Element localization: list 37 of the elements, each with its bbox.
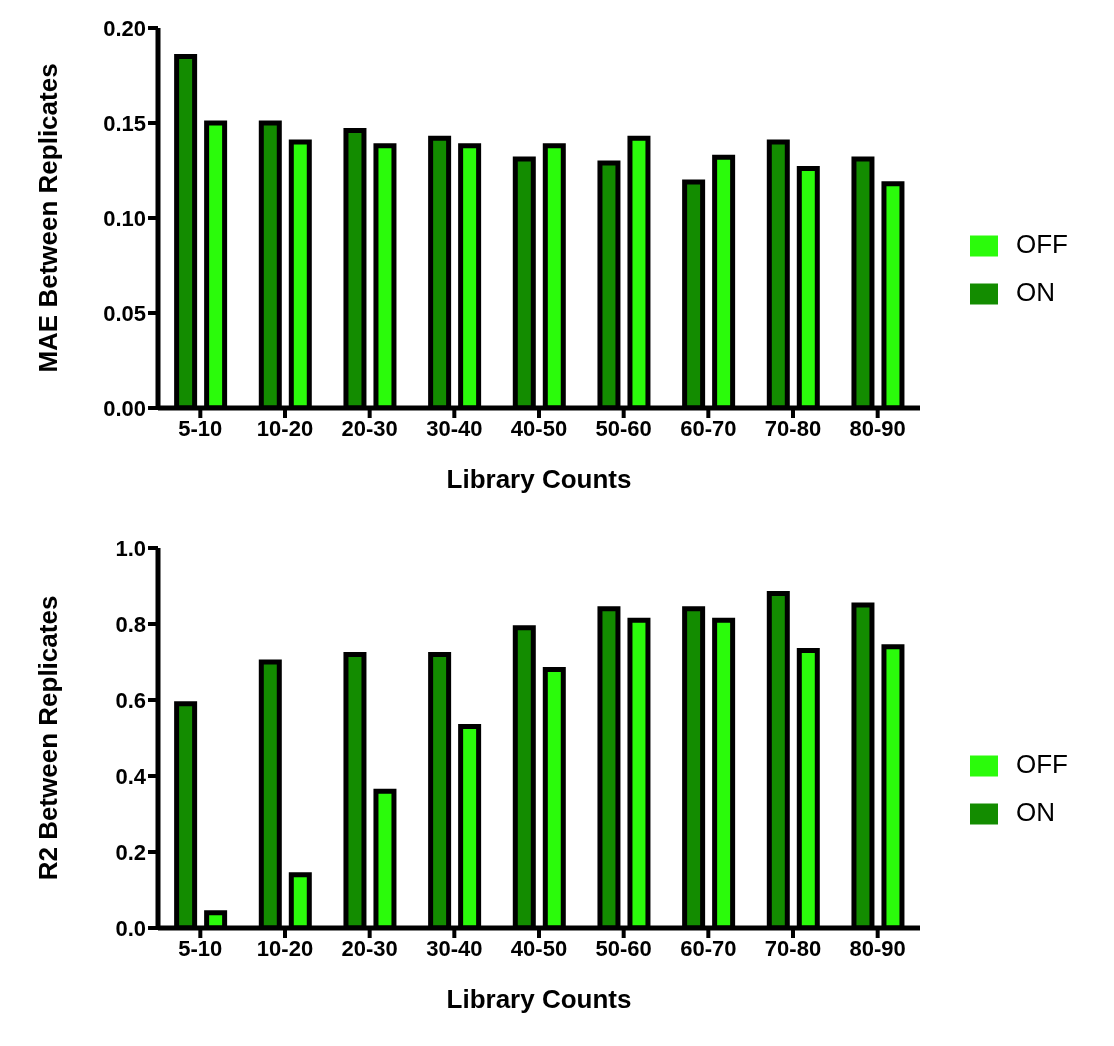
x-tick-label: 20-30 — [341, 935, 398, 961]
x-tick-label: 80-90 — [849, 935, 906, 961]
x-tick-label: 10-20 — [256, 415, 314, 441]
x-axis-title: Library Counts — [446, 984, 632, 1014]
y-tick-label: 0.10 — [103, 205, 146, 231]
x-tick-label: 70-80 — [764, 935, 822, 961]
x-tick-label: 30-40 — [426, 935, 483, 961]
y-axis-title: MAE Between Replicates — [33, 63, 64, 373]
x-tick-label: 80-90 — [849, 415, 906, 441]
x-axis-title: Library Counts — [446, 464, 632, 494]
y-tick-label: 0.0 — [115, 915, 146, 941]
legend-label: OFF — [1016, 749, 1068, 779]
x-tick-label: 30-40 — [426, 415, 483, 441]
y-axis-title: R2 Between Replicates — [33, 595, 64, 881]
legend-label: ON — [1016, 797, 1055, 827]
x-tick-label: 5-10 — [178, 935, 223, 961]
y-tick-label: 0.8 — [115, 611, 146, 637]
y-tick-label: 0.05 — [103, 300, 146, 326]
x-tick-label: 20-30 — [341, 415, 398, 441]
y-tick-label: 0.00 — [103, 395, 146, 421]
x-tick-label: 50-60 — [595, 415, 652, 441]
x-tick-label: 60-70 — [680, 935, 737, 961]
legend-label: OFF — [1016, 229, 1068, 259]
y-tick-label: 1.0 — [115, 535, 146, 561]
x-tick-label: 50-60 — [595, 935, 652, 961]
y-tick-label: 0.2 — [115, 839, 146, 865]
y-tick-label: 0.15 — [103, 110, 146, 136]
x-tick-label: 40-50 — [510, 415, 568, 441]
x-tick-label: 70-80 — [764, 415, 822, 441]
y-tick-label: 0.4 — [115, 763, 147, 789]
y-tick-label: 0.6 — [115, 687, 146, 713]
x-tick-label: 5-10 — [178, 415, 223, 441]
legend-label: ON — [1016, 277, 1055, 307]
x-tick-label: 40-50 — [510, 935, 568, 961]
y-tick-label: 0.20 — [103, 15, 146, 41]
x-tick-label: 60-70 — [680, 415, 737, 441]
x-tick-label: 10-20 — [256, 935, 314, 961]
